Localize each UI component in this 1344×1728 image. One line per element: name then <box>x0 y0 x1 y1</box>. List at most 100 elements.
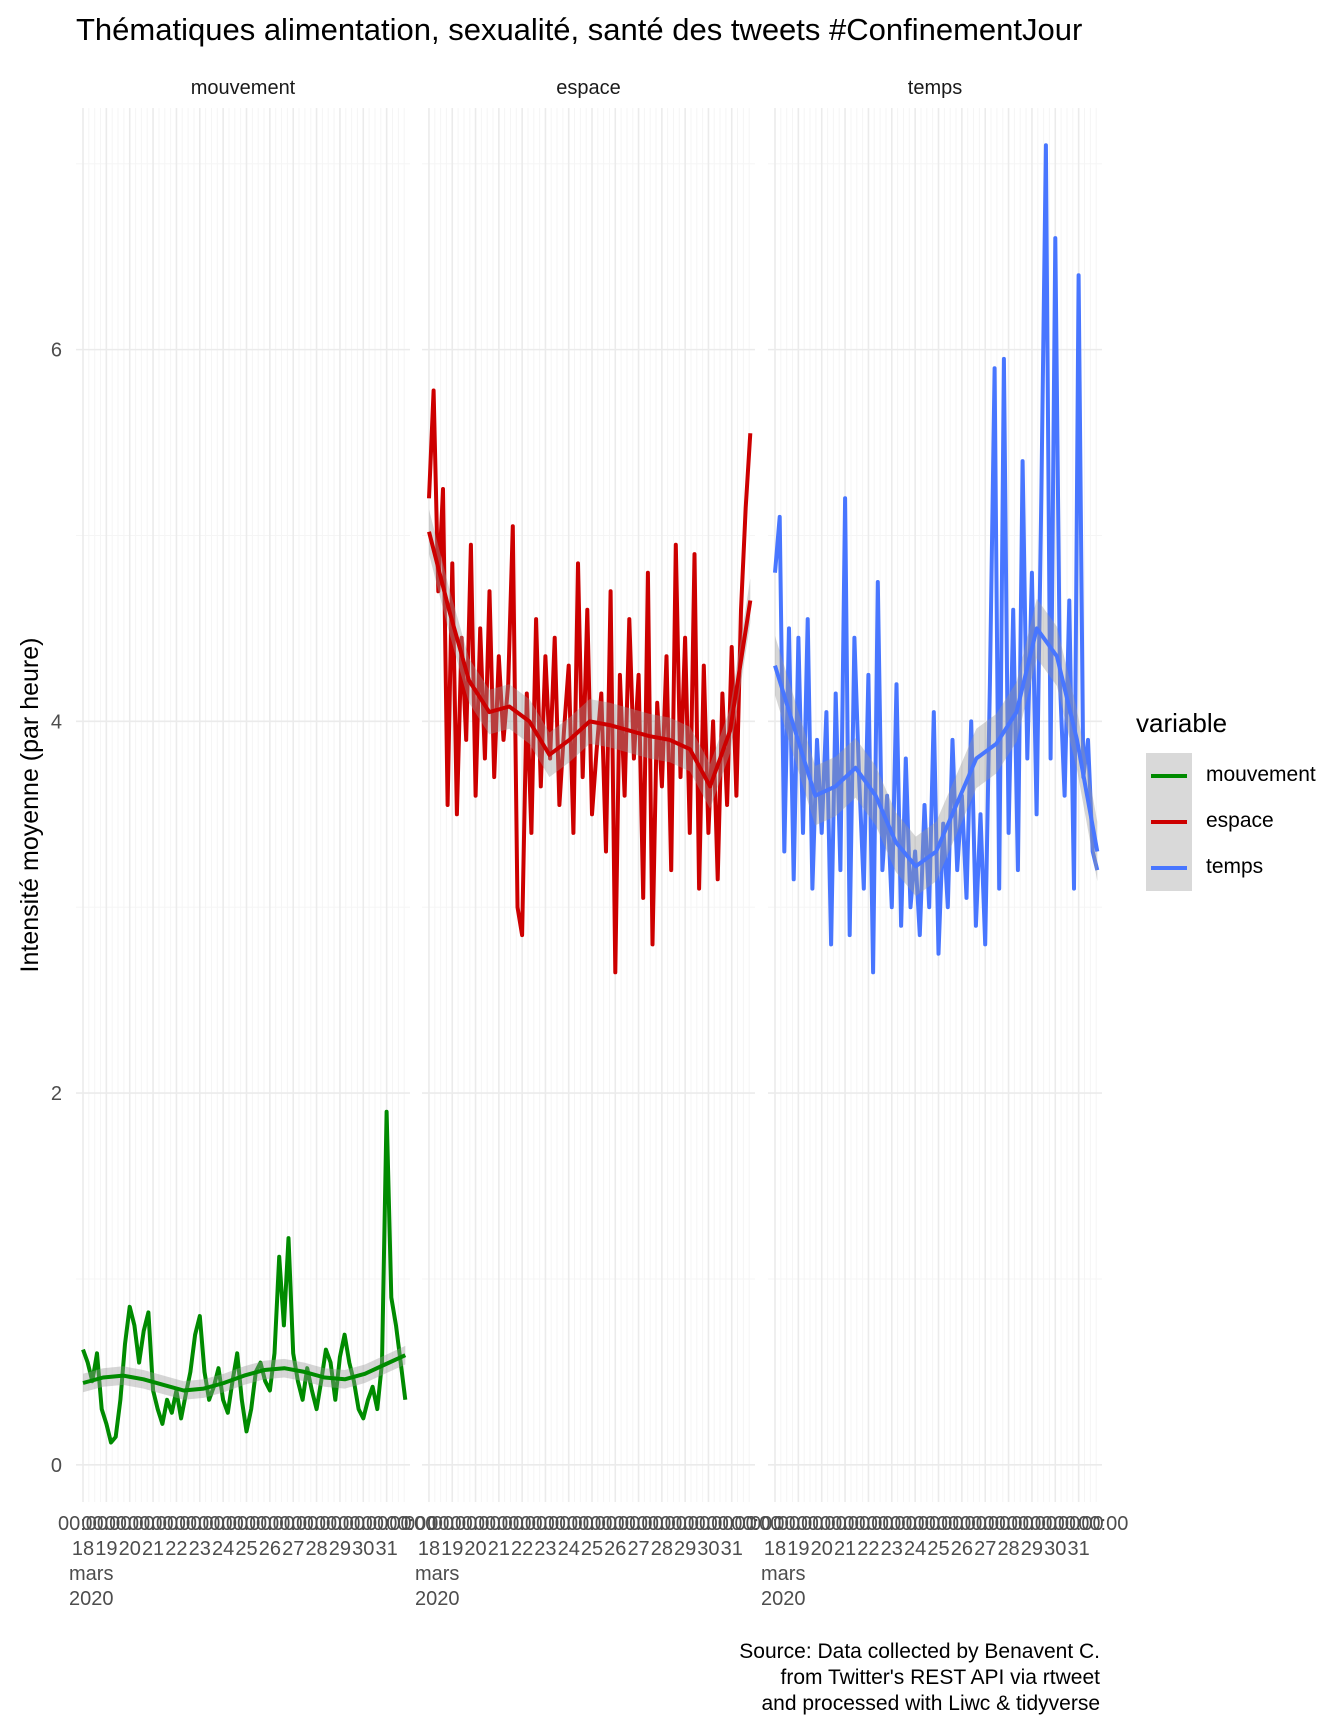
x-tick-label: 22 <box>165 1538 187 1560</box>
x-tick-label: mars <box>415 1563 459 1585</box>
x-tick-label: 00:00 <box>567 1513 617 1535</box>
legend-title: variable <box>1136 708 1228 738</box>
x-tick-label: 19 <box>787 1538 809 1560</box>
x-tick-label: 00:00 <box>427 1513 477 1535</box>
x-tick-label: 00:00 <box>474 1513 524 1535</box>
x-tick-label: 00:00 <box>451 1513 501 1535</box>
x-tick-label: 00:00 <box>637 1513 687 1535</box>
x-tick-label: 23 <box>881 1538 903 1560</box>
x-tick-label: 00:00 <box>268 1513 318 1535</box>
x-tick-label: 20 <box>811 1538 833 1560</box>
x-tick-label: 27 <box>974 1538 996 1560</box>
x-tick-label: 29 <box>674 1538 696 1560</box>
legend-key-mouvement <box>1146 753 1192 799</box>
smooth-line-temps <box>773 626 1100 869</box>
legend-item-espace: espace <box>1136 799 1274 845</box>
x-tick-label: 00:00 <box>660 1513 710 1535</box>
x-tick-label: 29 <box>1021 1538 1043 1560</box>
x-tick-label: 31 <box>721 1538 743 1560</box>
legend-swatch-mouvement <box>1151 774 1187 778</box>
x-tick-label: 00:00 <box>81 1513 131 1535</box>
x-tick-label: 21 <box>142 1538 164 1560</box>
x-tick-label: 00:00 <box>1078 1513 1128 1535</box>
x-tick-label: 25 <box>927 1538 949 1560</box>
caption-line-1: Source: Data collected by Benavent C. <box>739 1640 1100 1663</box>
x-tick-label: 23 <box>189 1538 211 1560</box>
smooth-line-mouvement <box>82 1353 407 1393</box>
x-tick-label: 00:00 <box>520 1513 570 1535</box>
x-tick-label: 24 <box>212 1538 234 1560</box>
x-tick-label: 23 <box>534 1538 556 1560</box>
x-tick-label: 00:00 <box>820 1513 870 1535</box>
x-tick-label: 00:00 <box>843 1513 893 1535</box>
x-tick-label: 25 <box>581 1538 603 1560</box>
x-tick-label: 00:00 <box>175 1513 225 1535</box>
x-tick-label: 27 <box>282 1538 304 1560</box>
legend-swatch-temps <box>1151 866 1187 870</box>
x-tick-label: 00:00 <box>315 1513 365 1535</box>
x-tick-label: 24 <box>558 1538 580 1560</box>
legend: variable mouvement espace temps <box>1136 708 1316 891</box>
smooth-line-espace <box>427 531 753 789</box>
x-tick-label: 00:00 <box>497 1513 547 1535</box>
x-tick-label: 30 <box>1044 1538 1066 1560</box>
x-tick-label: 2020 <box>69 1588 114 1610</box>
x-tick-label: 30 <box>697 1538 719 1560</box>
x-tick-label: 26 <box>259 1538 281 1560</box>
x-tick-label: 00:00 <box>386 1513 436 1535</box>
x-tick-label: 31 <box>376 1538 398 1560</box>
x-tick-label: 00:00 <box>937 1513 987 1535</box>
x-tick-label: 2020 <box>415 1588 460 1610</box>
x-tick-label: 18 <box>764 1538 786 1560</box>
x-tick-label: 00:00 <box>1054 1513 1104 1535</box>
x-tick-label: 29 <box>329 1538 351 1560</box>
x-tick-label: 00:00 <box>1007 1513 1057 1535</box>
smooth-band-espace <box>429 509 751 809</box>
x-tick-label: 00:00 <box>338 1513 388 1535</box>
x-tick-label: 28 <box>997 1538 1019 1560</box>
x-tick-label: 00:00 <box>245 1513 295 1535</box>
facet-panel-espace: espace 00:00 18 mars 2020 00:00 19 00:00 20 00:00… <box>404 77 781 1610</box>
x-tick-label: 00:00 <box>683 1513 733 1535</box>
x-tick-label: 00:00 <box>292 1513 342 1535</box>
legend-label-temps: temps <box>1206 855 1264 878</box>
x-tick-label: 00:00 <box>913 1513 963 1535</box>
chart-title: Thématiques alimentation, sexualité, san… <box>76 12 1083 47</box>
x-tick-label: 00:00 <box>773 1513 823 1535</box>
x-tick-label: 00:00 <box>362 1513 412 1535</box>
x-tick-label: 24 <box>904 1538 926 1560</box>
x-tick-label: 20 <box>464 1538 486 1560</box>
x-tick-label: 19 <box>441 1538 463 1560</box>
y-tick-label: 0 <box>51 1455 62 1477</box>
x-tick-label: 00:00 <box>750 1513 800 1535</box>
y-tick-label: 6 <box>51 340 62 362</box>
x-tick-label: 22 <box>857 1538 879 1560</box>
legend-key-temps <box>1146 845 1192 891</box>
facet-strip-label: temps <box>908 77 962 99</box>
x-tick-label: 26 <box>604 1538 626 1560</box>
x-tick-label: 00:00 <box>590 1513 640 1535</box>
y-tick-label: 2 <box>51 1083 62 1105</box>
legend-swatch-espace <box>1151 820 1187 824</box>
x-tick-label: 18 <box>72 1538 94 1560</box>
x-tick-label: 00:00 <box>544 1513 594 1535</box>
x-tick-label: 00:00 <box>707 1513 757 1535</box>
facet-panel-temps: temps 00:00 18 mars 2020 00:00 19 00:00 20 00:00 2… <box>750 77 1128 1610</box>
x-tick-label: 27 <box>627 1538 649 1560</box>
legend-key-espace <box>1146 799 1192 845</box>
x-tick-label: 20 <box>119 1538 141 1560</box>
legend-item-temps: temps <box>1136 845 1263 891</box>
x-tick-label: 19 <box>95 1538 117 1560</box>
x-tick-label: 00:00 <box>797 1513 847 1535</box>
facet-strip-label: mouvement <box>191 77 296 99</box>
x-tick-label: 00:00 <box>151 1513 201 1535</box>
x-tick-label: 00:00 <box>614 1513 664 1535</box>
x-tick-label: 2020 <box>761 1588 806 1610</box>
x-tick-label: 00:00 <box>890 1513 940 1535</box>
x-tick-label: mars <box>761 1563 805 1585</box>
y-axis-label: Intensité moyenne (par heure) <box>16 638 44 973</box>
smooth-band-temps <box>775 598 1098 897</box>
legend-label-espace: espace <box>1206 809 1274 832</box>
series-line-espace <box>427 388 753 975</box>
